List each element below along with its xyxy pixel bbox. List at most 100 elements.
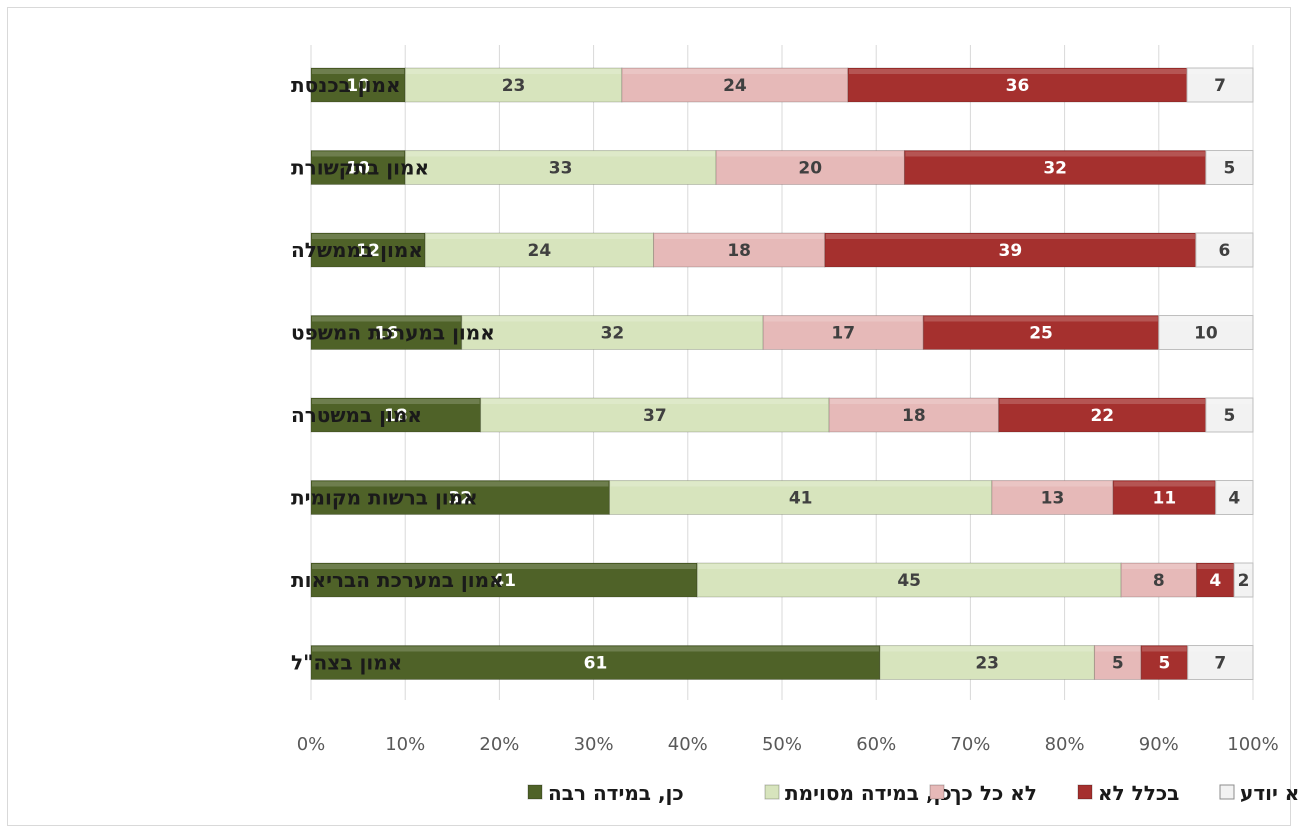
x-tick-label: 90% (1139, 734, 1179, 755)
category-label: אמון בממשלה (291, 238, 423, 262)
bar-highlight (905, 151, 1205, 157)
legend-label: לא כל כך (950, 781, 1037, 805)
bar-segment (461, 315, 764, 350)
bar-highlight (992, 481, 1113, 487)
data-label: 2 (1238, 571, 1250, 591)
legend-item: בכלל לא (1077, 781, 1179, 805)
bar-segment (828, 397, 1000, 433)
bar-segment (424, 232, 655, 268)
bar-highlight (312, 151, 405, 157)
bar-segment (310, 150, 406, 185)
bar-segment (824, 232, 1197, 268)
data-label: 24 (723, 76, 747, 96)
bar-highlight (312, 564, 697, 569)
bar-highlight (1216, 481, 1252, 487)
bar-highlight (481, 399, 829, 404)
data-label: 25 (1029, 324, 1053, 344)
x-tick-label: 70% (950, 734, 990, 755)
category-label: אמון במערכת המשפט (291, 321, 495, 345)
bar-highlight (1095, 646, 1141, 652)
bar-highlight (1188, 69, 1252, 74)
legend-item: לא כל כך (929, 781, 1037, 805)
legend-item: כן, במידה מסוימת (764, 781, 952, 805)
bar-segment (404, 67, 623, 103)
bar-highlight (1197, 564, 1234, 569)
bar-segment (310, 232, 426, 268)
legend-swatch (527, 784, 543, 800)
legend-swatch (1219, 784, 1235, 800)
data-label: 17 (831, 324, 855, 344)
data-label: 7 (1214, 76, 1226, 96)
data-label: 8 (1153, 571, 1165, 591)
x-tick-label: 50% (762, 734, 802, 755)
bar-segment (1187, 645, 1254, 680)
data-label: 61 (584, 654, 608, 674)
bar-segment (310, 315, 463, 350)
bar-highlight (1159, 316, 1252, 322)
bar-highlight (312, 69, 405, 74)
bar-highlight (312, 316, 461, 322)
data-label: 45 (897, 571, 921, 591)
bar-highlight (830, 399, 998, 404)
legend-swatch (929, 784, 945, 800)
data-label: 41 (789, 489, 813, 509)
x-axis-ticks: 0% 10% 20% 30% 40% 50% 60% 70% 80% 90% 100% (297, 734, 1279, 755)
bar-segment (1093, 645, 1142, 680)
bar-highlight (1142, 646, 1187, 652)
data-label: 18 (384, 406, 408, 426)
bar-segment (1195, 232, 1254, 268)
bar-segment (1195, 562, 1235, 598)
bar-highlight (1122, 564, 1196, 569)
data-label: 6 (1219, 241, 1231, 261)
bar-highlight (880, 646, 1094, 652)
bar-segment (404, 150, 717, 185)
bar-segment (1140, 645, 1189, 680)
bar-segment (922, 315, 1160, 350)
bar-highlight (717, 151, 904, 157)
bar-segment (653, 232, 826, 268)
x-tick-label: 10% (385, 734, 425, 755)
bar-highlight (312, 399, 480, 404)
bar-segment (879, 645, 1095, 680)
data-label: 16 (375, 324, 399, 344)
gridlines (310, 45, 1254, 700)
legend-item: כן, במידה רבה (527, 781, 684, 805)
data-label: 18 (902, 406, 926, 426)
x-tick-label: 80% (1045, 734, 1085, 755)
data-label: 24 (528, 241, 552, 261)
bar-highlight (825, 234, 1195, 239)
bar-segment (621, 67, 849, 103)
bar-highlight (622, 69, 847, 74)
data-label: 23 (502, 76, 526, 96)
data-label: 22 (1090, 406, 1114, 426)
category-label: אמון בכנסת (291, 73, 401, 97)
bar-segment (991, 480, 1114, 515)
bar-segment (1215, 480, 1254, 515)
data-label: 4 (1228, 489, 1240, 509)
data-label: 10 (1194, 324, 1218, 344)
data-label: 32 (601, 324, 625, 344)
bar-segment (715, 150, 905, 185)
bar-segment (1120, 562, 1197, 598)
data-label: 32 (1043, 159, 1067, 179)
x-tick-label: 100% (1227, 734, 1278, 755)
bar-highlight (406, 151, 716, 157)
legend-swatch (764, 784, 780, 800)
data-label: 18 (727, 241, 751, 261)
bar-highlight (1206, 151, 1252, 157)
bar-highlight (426, 234, 653, 239)
bar-segment (1205, 397, 1254, 433)
data-label: 20 (798, 159, 822, 179)
category-label: אמון בתקשורת (291, 156, 429, 180)
legend-label: כן, במידה מסוימת (785, 781, 952, 805)
bar-highlight (698, 564, 1121, 569)
legend-label: לא יודע (1240, 781, 1298, 805)
bar-segment (310, 397, 482, 433)
category-label: אמון במערכת הבריאות (291, 568, 504, 592)
category-label: אמון במשטרה (291, 403, 422, 427)
bar-segment (310, 645, 881, 680)
data-label: 33 (549, 159, 573, 179)
bar-highlight (1196, 234, 1252, 239)
data-label: 5 (1112, 654, 1124, 674)
